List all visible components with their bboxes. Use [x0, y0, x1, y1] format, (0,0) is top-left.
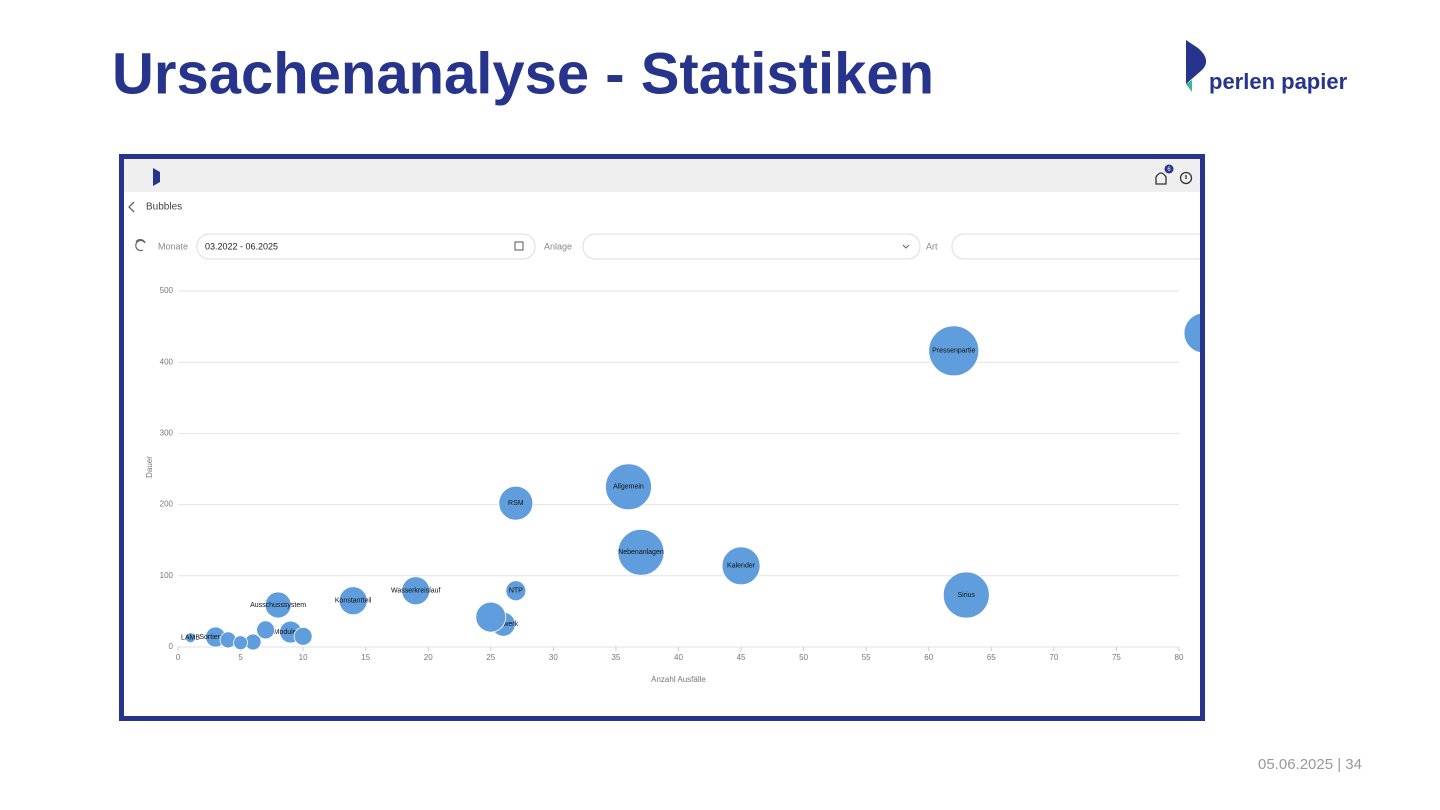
type-label: Art: [926, 241, 938, 251]
bubble: [617, 528, 665, 576]
logo: perlen papier: [1186, 40, 1348, 94]
x-tick-label: 65: [987, 653, 996, 662]
y-axis-label: Dauer: [145, 456, 154, 478]
x-tick-label: 80: [1175, 653, 1184, 662]
bubble: [185, 632, 196, 644]
x-tick-label: 60: [924, 653, 933, 662]
bubble: [293, 626, 313, 646]
bubble-label: NTP: [509, 588, 523, 595]
info-icon[interactable]: [1179, 171, 1193, 185]
y-tick-label: 300: [160, 429, 174, 438]
bubble-label: Sortierung: [199, 634, 231, 641]
logo-text: perlen papier: [1209, 69, 1348, 94]
bubble-label: Sirius: [958, 592, 976, 599]
logo-accent: [1186, 80, 1192, 92]
y-tick-label: 400: [160, 357, 174, 366]
bubble-label: RSM: [508, 500, 524, 507]
y-tick-label: 0: [169, 642, 174, 651]
slide-title: Ursachenanalyse - Statistiken: [112, 41, 934, 106]
refresh-icon[interactable]: [135, 239, 146, 252]
x-tick-label: 0: [176, 653, 181, 662]
bubble: [942, 571, 990, 619]
app-header: [123, 159, 1201, 192]
x-tick-label: 20: [424, 653, 433, 662]
type-select[interactable]: [951, 233, 1252, 260]
x-tick-label: 55: [862, 653, 871, 662]
y-tick-label: 100: [160, 571, 174, 580]
x-tick-label: 30: [549, 653, 558, 662]
bubble: [505, 580, 527, 602]
bubble-label: Nebenanlagen: [618, 549, 664, 556]
bubble-label: Pressenpartie: [932, 348, 975, 355]
screenshot-frame: [119, 154, 1205, 721]
bubble-label: Ausschusssystem: [250, 602, 306, 609]
bubble-label: Wasserkreislauf: [391, 588, 441, 595]
calendar-icon[interactable]: [514, 241, 524, 251]
x-tick-label: 40: [674, 653, 683, 662]
bubble: [219, 631, 237, 649]
app-logo: [153, 168, 160, 186]
x-tick-label: 25: [486, 653, 495, 662]
x-tick-label: 5: [238, 653, 243, 662]
bubble-label: Konstantteil: [335, 598, 372, 605]
bubble: [928, 325, 980, 377]
bubble: [264, 591, 292, 619]
months-input[interactable]: [196, 233, 536, 260]
bubble: [721, 546, 761, 586]
x-tick-label: 75: [1112, 653, 1121, 662]
bell-icon[interactable]: 6: [1155, 164, 1174, 185]
dropdown-chevron: [902, 244, 910, 249]
y-tick-label: 200: [160, 500, 174, 509]
bubble-label: Kalender: [727, 563, 756, 570]
bubble: [401, 576, 431, 606]
x-tick-label: 45: [737, 653, 746, 662]
x-tick-label: 15: [361, 653, 370, 662]
bubble: [475, 601, 507, 633]
bubble: [605, 463, 652, 511]
x-axis-label: Anzahl Ausfälle: [651, 675, 706, 684]
bubble-chart: 0 100 200 300 400 500 0 5 10 15 20 25 30 35 40 45 50 55 60…: [145, 286, 1201, 684]
x-tick-label: 10: [299, 653, 308, 662]
x-tick-label: 50: [799, 653, 808, 662]
bubble: [498, 485, 534, 521]
bubble: [338, 586, 368, 616]
logo-icon: [1186, 40, 1207, 84]
breadcrumb: Bubbles: [146, 202, 182, 213]
y-tick-label: 500: [160, 286, 174, 295]
x-tick-label: 70: [1049, 653, 1058, 662]
plant-label: Anlage: [544, 241, 572, 251]
bubble-label: ModulePro: [274, 629, 308, 636]
app-screenshot: 6 Bubbles Monate 03.2022 - 06.2025 Anlag…: [123, 159, 1252, 716]
footer: 05.06.2025 | 34: [1258, 756, 1362, 773]
plant-select[interactable]: [582, 233, 921, 260]
bubble-label: Allgemein: [613, 484, 644, 491]
bubble-label: LAMB: [181, 635, 200, 642]
bubble: [1183, 312, 1201, 354]
bubble: [233, 635, 248, 651]
months-value: 03.2022 - 06.2025: [205, 241, 278, 251]
notification-badge: 6: [1167, 167, 1171, 173]
back-button[interactable]: [128, 201, 135, 213]
months-label: Monate: [158, 241, 188, 251]
x-tick-label: 35: [611, 653, 620, 662]
bubble: [256, 620, 275, 640]
